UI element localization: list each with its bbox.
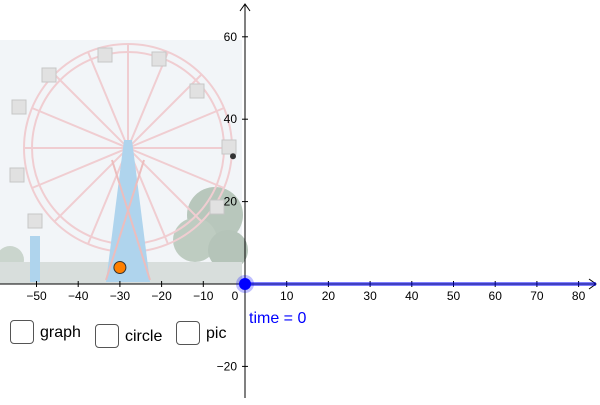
x-ticks: −50 −40 −30 −20 −10 0 10 20 30 40 50 60 70 80 (26, 281, 586, 303)
y-tick-label: 40 (224, 112, 238, 126)
orange-point[interactable] (113, 261, 127, 275)
y-ticks: 60 40 20 −20 (217, 30, 248, 373)
y-tick-label: −20 (217, 359, 238, 373)
x-tick-label: 80 (572, 289, 586, 303)
x-tick-label: −20 (151, 289, 172, 303)
graph-checkbox[interactable] (10, 320, 34, 344)
y-axis-arrow (239, 3, 251, 12)
x-tick-label: 20 (322, 289, 336, 303)
ferris-wheel-photo (0, 40, 248, 284)
time-slider-handle[interactable] (239, 278, 251, 290)
x-tick-label: 60 (489, 289, 503, 303)
x-tick-label: 0 (232, 289, 239, 303)
x-tick-label: 40 (405, 289, 419, 303)
y-tick-label: 20 (224, 195, 238, 209)
y-tick-label: 60 (224, 30, 238, 44)
black-point[interactable] (230, 153, 236, 160)
x-tick-label: −50 (26, 289, 47, 303)
time-label: time = 0 (249, 310, 307, 327)
x-tick-label: −40 (68, 289, 89, 303)
graph-checkbox-label: graph (40, 324, 81, 341)
circle-checkbox[interactable] (95, 324, 119, 348)
x-tick-label: 30 (363, 289, 377, 303)
pic-checkbox-label: pic (206, 325, 227, 342)
x-tick-label: 50 (447, 289, 461, 303)
circle-checkbox-label: circle (125, 328, 163, 345)
time-slider-handle-halo (236, 275, 254, 293)
x-tick-label: 10 (280, 289, 294, 303)
pic-checkbox[interactable] (176, 321, 200, 345)
x-tick-label: −30 (110, 289, 131, 303)
x-tick-label: 70 (530, 289, 544, 303)
x-tick-label: −10 (193, 289, 214, 303)
